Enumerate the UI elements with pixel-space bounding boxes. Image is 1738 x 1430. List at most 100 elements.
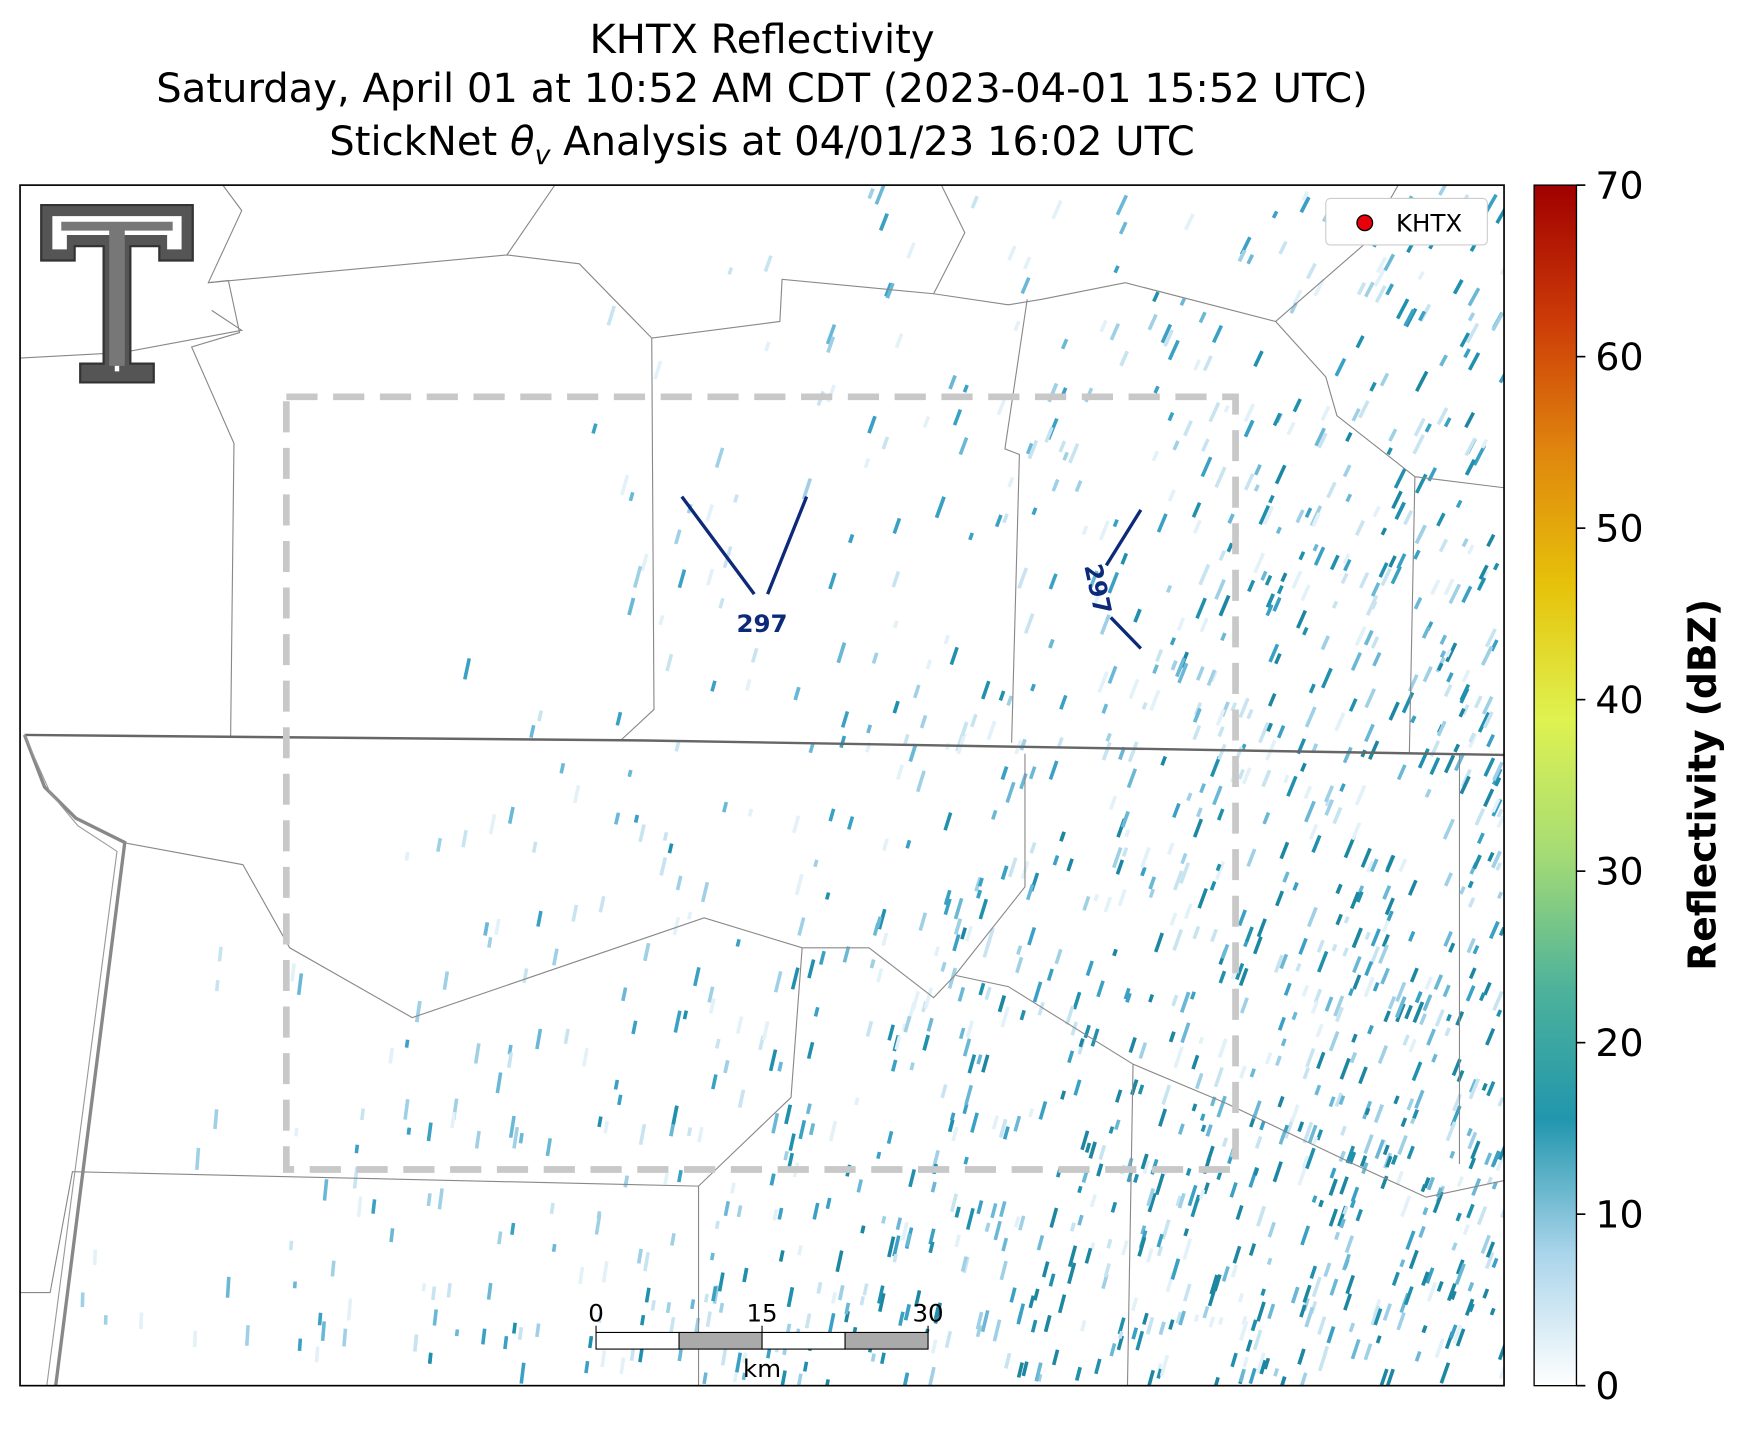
radar-echo	[1367, 1025, 1374, 1035]
radar-echo	[1461, 669, 1471, 683]
radar-echo	[835, 1250, 844, 1273]
radar-echo	[715, 1038, 721, 1049]
radar-echo	[1473, 695, 1483, 709]
radar-echo	[1372, 651, 1382, 667]
radar-echo	[736, 1205, 743, 1218]
radar-echo	[1131, 1327, 1138, 1340]
radar-echo	[998, 1118, 1008, 1138]
radar-echo	[1334, 1092, 1343, 1108]
radar-echo	[1412, 1109, 1419, 1119]
radar-echo	[813, 1006, 820, 1017]
radar-echo	[1491, 1181, 1498, 1190]
radar-echo	[1382, 885, 1392, 900]
radar-echo	[437, 1188, 444, 1210]
radar-echo	[1227, 513, 1235, 524]
radar-echo	[677, 569, 687, 589]
radar-echo	[1439, 354, 1448, 367]
radar-echo	[1328, 1096, 1336, 1108]
radar-echo	[512, 1126, 520, 1149]
radar-echo	[1243, 403, 1256, 423]
colorbar: Reflectivity (dBZ) 0 10 20 30 40 50 60 70	[1533, 164, 1725, 1408]
theta-v-contours	[680, 495, 1143, 650]
radar-echo	[893, 620, 899, 629]
radar-echo	[1223, 404, 1230, 413]
texas-tech-logo	[40, 203, 194, 384]
radar-echo	[703, 1293, 709, 1303]
analysis-subscript: v	[535, 140, 552, 171]
radar-echo	[962, 1103, 969, 1115]
radar-echo	[486, 1282, 493, 1300]
radar-echo	[1253, 484, 1260, 492]
radar-echo	[1378, 562, 1389, 578]
radar-echo	[1370, 858, 1379, 873]
radar-echo	[1007, 476, 1015, 488]
radar-echo	[1358, 571, 1370, 589]
radar-echo	[1358, 1066, 1368, 1085]
radar-echo	[1149, 689, 1161, 711]
radar-echo	[1304, 1306, 1315, 1328]
radar-echo	[1443, 872, 1453, 887]
radar-echo	[288, 1240, 294, 1251]
radar-echo	[404, 851, 410, 861]
radar-echo	[674, 741, 681, 752]
radar-echo	[862, 1283, 869, 1296]
radar-echo	[446, 1282, 452, 1298]
radar-echo	[1000, 865, 1009, 880]
radar-echo	[294, 1127, 299, 1137]
radar-echo	[92, 1249, 98, 1266]
radar-echo	[1171, 994, 1179, 1007]
radar-echo	[1016, 1362, 1024, 1378]
radar-echo	[1199, 783, 1206, 794]
radar-echo	[881, 436, 890, 450]
radar-echo	[1479, 992, 1486, 1002]
radar-echo	[667, 843, 674, 854]
radar-echo	[1123, 987, 1131, 1000]
radar-echo	[1413, 596, 1423, 610]
radar-echo	[1300, 762, 1307, 773]
radar-echo	[545, 1138, 552, 1157]
radar-echo	[1369, 946, 1381, 966]
radar-echo	[1350, 651, 1362, 671]
radar-echo	[1119, 350, 1129, 367]
radar-echo	[1128, 678, 1140, 700]
radar-echo	[1211, 324, 1224, 344]
radar-echo	[1277, 1095, 1285, 1108]
radar-echo	[1364, 1107, 1371, 1116]
radar-echo	[827, 1312, 836, 1334]
radar-echo	[535, 1028, 543, 1050]
radar-echo	[1235, 1204, 1244, 1221]
radar-echo	[1472, 854, 1482, 870]
radar-echo	[1239, 1065, 1247, 1079]
radar-echo	[1335, 883, 1343, 895]
radar-echo	[1289, 302, 1298, 314]
colorbar-tick-label: 70	[1595, 164, 1643, 208]
radar-echo	[797, 1244, 803, 1256]
radar-echo	[1470, 1140, 1481, 1160]
radar-echo	[1448, 942, 1456, 953]
radar-echo	[1029, 842, 1037, 854]
map-area: 297 297 KHTX km 0 15 30	[20, 185, 1505, 1386]
radar-echo	[1099, 319, 1108, 333]
radar-echo	[1370, 582, 1381, 597]
radar-echo	[1137, 1236, 1147, 1257]
radar-echo	[603, 1120, 610, 1134]
radar-echo	[1350, 891, 1360, 910]
radar-echo	[1311, 1195, 1318, 1203]
radar-echo	[844, 1302, 851, 1315]
radar-echo	[903, 1015, 912, 1033]
radar-echo	[1192, 818, 1204, 838]
radar-echo	[677, 1169, 683, 1183]
radar-echo	[1496, 808, 1504, 818]
radar-echo	[1066, 858, 1074, 872]
radar-echo	[1020, 276, 1031, 295]
radar-echo	[1266, 1257, 1273, 1266]
radar-echo	[1067, 1245, 1078, 1268]
radar-echo	[1316, 939, 1325, 953]
radar-echo	[510, 1222, 516, 1236]
radar-echo	[1084, 1247, 1093, 1264]
radar-echo	[1438, 538, 1449, 553]
radar-echo	[1472, 944, 1480, 955]
radar-echo	[1395, 298, 1410, 320]
radar-echo	[1286, 421, 1296, 436]
radar-echo	[1253, 350, 1264, 368]
